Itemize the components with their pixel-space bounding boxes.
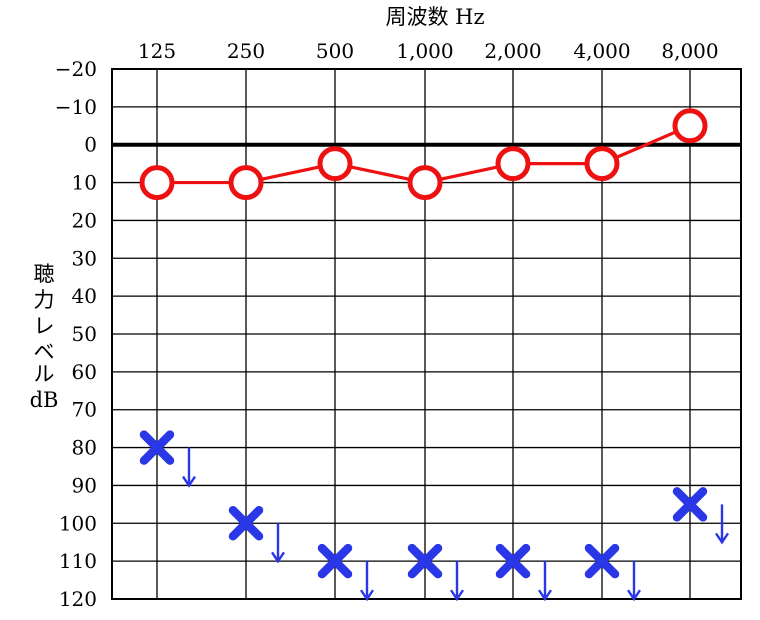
data-point-cross [317, 543, 353, 579]
y-tick-label: 100 [59, 511, 97, 535]
y-tick-label: 60 [72, 360, 97, 384]
no-response-arrow [538, 561, 552, 602]
y-tick-label: 20 [72, 208, 97, 232]
y-tick-label: 80 [72, 436, 97, 460]
x-tick-label: 1,000 [396, 39, 453, 63]
y-axis-label-char: ル [34, 362, 55, 386]
x-tick-label: 2,000 [484, 39, 541, 63]
x-tick-label: 500 [316, 39, 354, 63]
data-point-circle [672, 108, 708, 144]
y-axis-label-char: 聴 [34, 262, 55, 286]
data-point-circle [317, 146, 353, 182]
y-tick-label: 110 [59, 549, 97, 573]
cross-stroke [584, 543, 620, 579]
series [139, 108, 729, 602]
y-tick-label: 0 [84, 133, 97, 157]
cross-stroke [139, 430, 175, 465]
data-point-cross [584, 543, 620, 579]
cross-stroke [228, 506, 264, 541]
no-response-arrow [715, 504, 729, 545]
no-response-arrow [271, 523, 285, 564]
arrow-head [450, 589, 464, 602]
data-point-circle [139, 165, 175, 201]
data-point-circle [228, 165, 264, 201]
arrow-head [538, 589, 552, 602]
data-point-circle [584, 146, 620, 182]
x-tick-label: 4,000 [573, 39, 630, 63]
data-point-cross [139, 430, 175, 465]
y-tick-labels: −20 −10 0 10 20 30 40 50 60 70 80 90 100 110 120 [55, 57, 97, 611]
grid [112, 68, 741, 600]
y-tick-label: −20 [55, 57, 97, 81]
y-tick-label: 50 [72, 322, 97, 346]
y-tick-label: 70 [72, 398, 97, 422]
y-axis-label-char: 力 [34, 288, 55, 312]
arrow-head [360, 589, 374, 602]
data-point-circle [407, 165, 443, 201]
no-response-arrow [360, 561, 374, 602]
data-point-cross [495, 543, 531, 579]
data-point-circle [495, 146, 531, 182]
cross-stroke [495, 543, 531, 579]
data-point-cross [672, 487, 708, 522]
cross-stroke [407, 543, 443, 579]
x-tick-label: 250 [227, 39, 265, 63]
arrow-head [627, 589, 641, 602]
no-response-arrow [450, 561, 464, 602]
y-axis-label-char: レ [34, 314, 55, 338]
y-tick-label: 40 [72, 284, 97, 308]
cross-stroke [672, 487, 708, 522]
y-axis-label-char: dB [30, 388, 59, 412]
plot-frame [111, 68, 742, 600]
arrow-head [715, 532, 729, 545]
cross-stroke [317, 543, 353, 579]
x-tick-labels: 125 250 500 1,000 2,000 4,000 8,000 [138, 39, 719, 63]
data-point-cross [228, 506, 264, 541]
arrow-head [182, 475, 196, 488]
data-point-cross [407, 543, 443, 579]
x-axis-title: 周波数 Hz [385, 5, 484, 29]
y-tick-label: −10 [55, 95, 97, 119]
no-response-arrow [182, 447, 196, 488]
y-tick-label: 10 [72, 171, 97, 195]
no-response-arrow [627, 561, 641, 602]
x-tick-label: 8,000 [661, 39, 718, 63]
x-tick-label: 125 [138, 39, 176, 63]
y-axis-label-char: ベ [34, 340, 55, 364]
y-tick-label: 120 [59, 587, 97, 611]
arrow-head [271, 551, 285, 564]
y-tick-label: 30 [72, 246, 97, 270]
y-tick-label: 90 [72, 473, 97, 497]
